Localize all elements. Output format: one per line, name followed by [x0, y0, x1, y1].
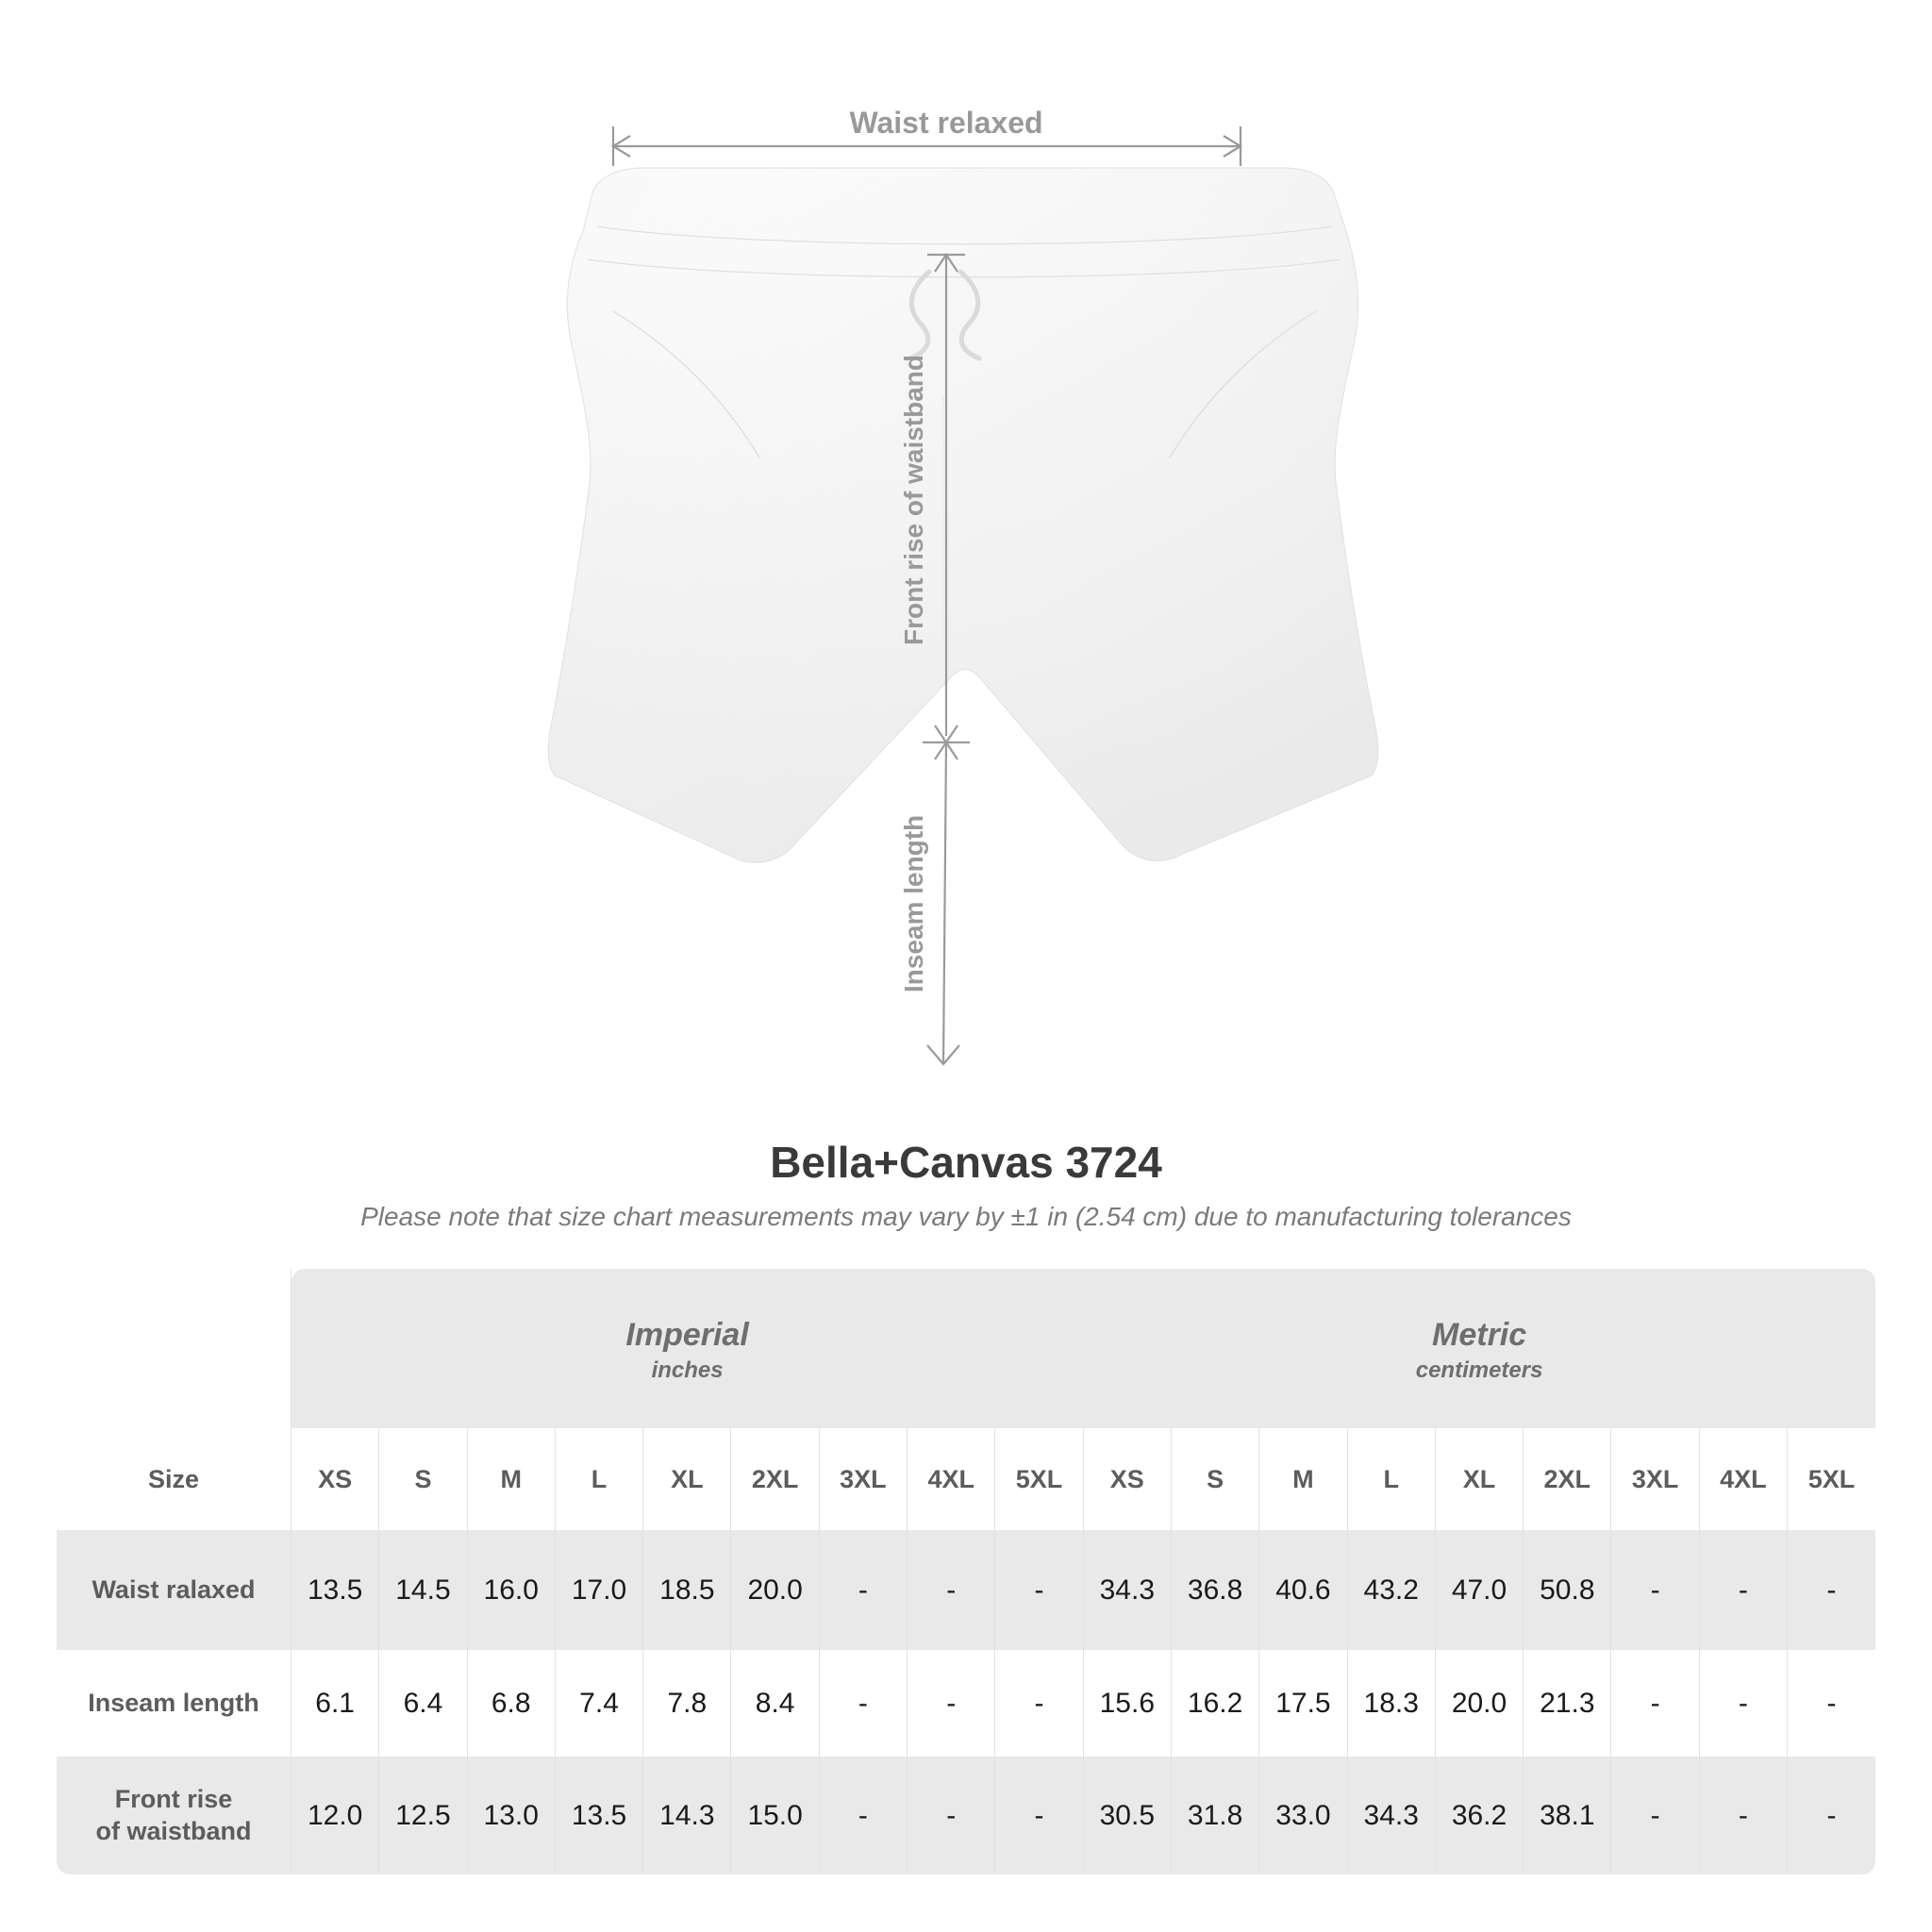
- svg-text:Waist relaxed: Waist relaxed: [849, 106, 1042, 140]
- svg-text:Front rise of waistband: Front rise of waistband: [899, 355, 928, 645]
- svg-text:Inseam length: Inseam length: [899, 815, 928, 992]
